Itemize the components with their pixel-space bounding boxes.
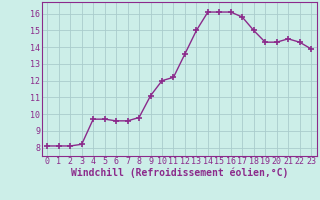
X-axis label: Windchill (Refroidissement éolien,°C): Windchill (Refroidissement éolien,°C) — [70, 168, 288, 178]
